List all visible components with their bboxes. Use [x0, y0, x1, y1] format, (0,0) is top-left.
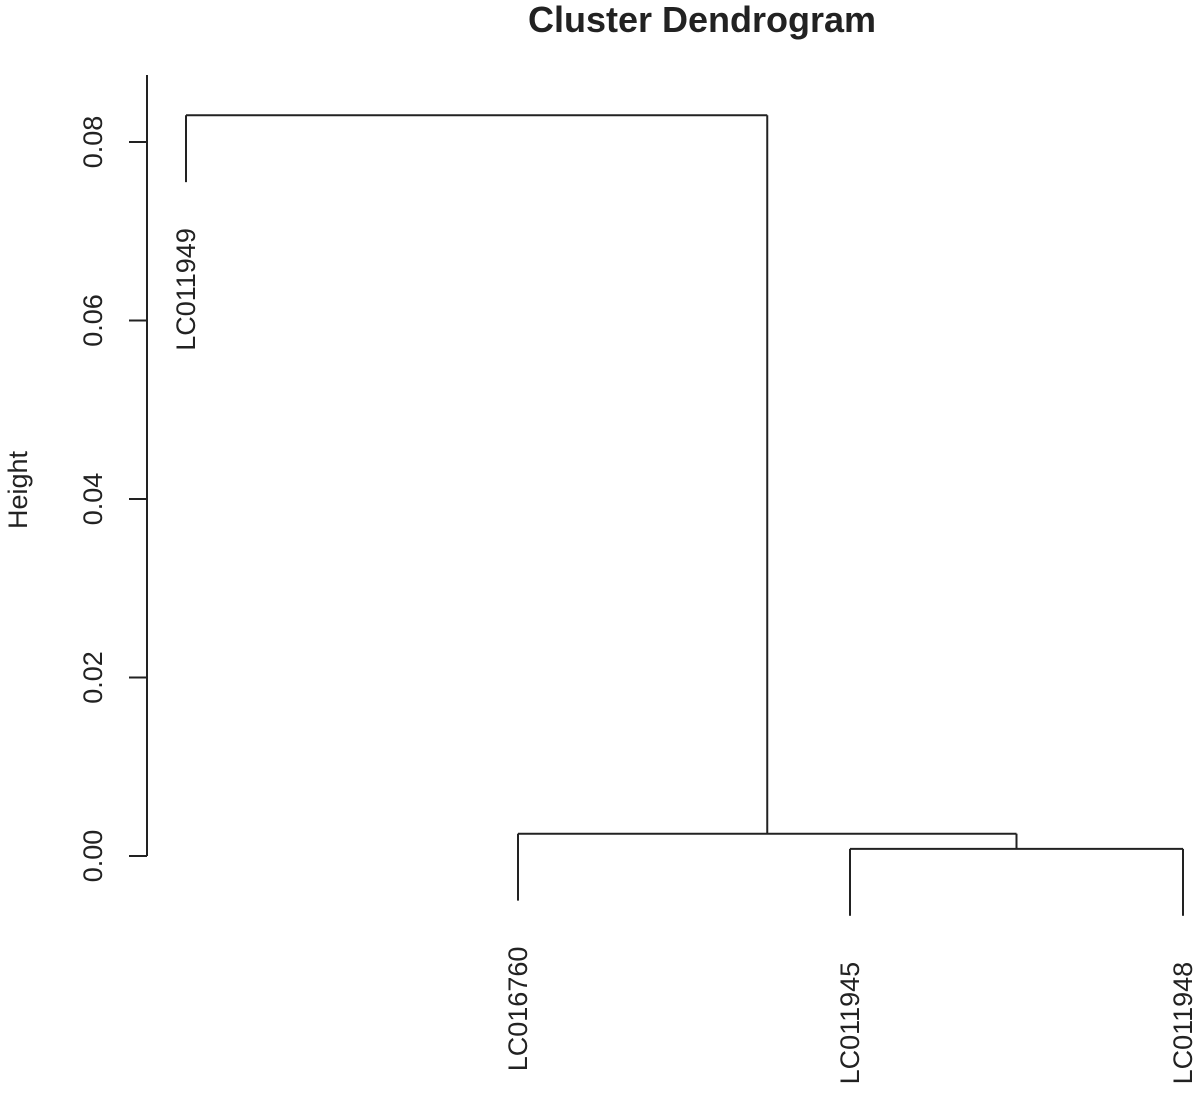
leaf-label: LC011948: [1168, 962, 1198, 1085]
chart-title: Cluster Dendrogram: [528, 0, 876, 40]
y-tick-label: 0.04: [78, 473, 108, 526]
y-axis-ticks: 0.00 0.02 0.04 0.06 0.08: [78, 116, 147, 883]
leaf-label: LC016760: [503, 947, 533, 1072]
y-tick-label: 0.02: [78, 651, 108, 704]
leaf-labels: LC011949 LC016760 LC011945 LC011948: [171, 228, 1198, 1084]
leaf-label: LC011949: [171, 228, 201, 351]
y-tick-label: 0.00: [78, 830, 108, 883]
y-tick-label: 0.06: [78, 294, 108, 347]
y-axis-label: Height: [3, 450, 33, 529]
y-tick-label: 0.08: [78, 116, 108, 169]
leaf-label: LC011945: [835, 962, 865, 1085]
dendrogram-branches: [185, 114, 1184, 916]
